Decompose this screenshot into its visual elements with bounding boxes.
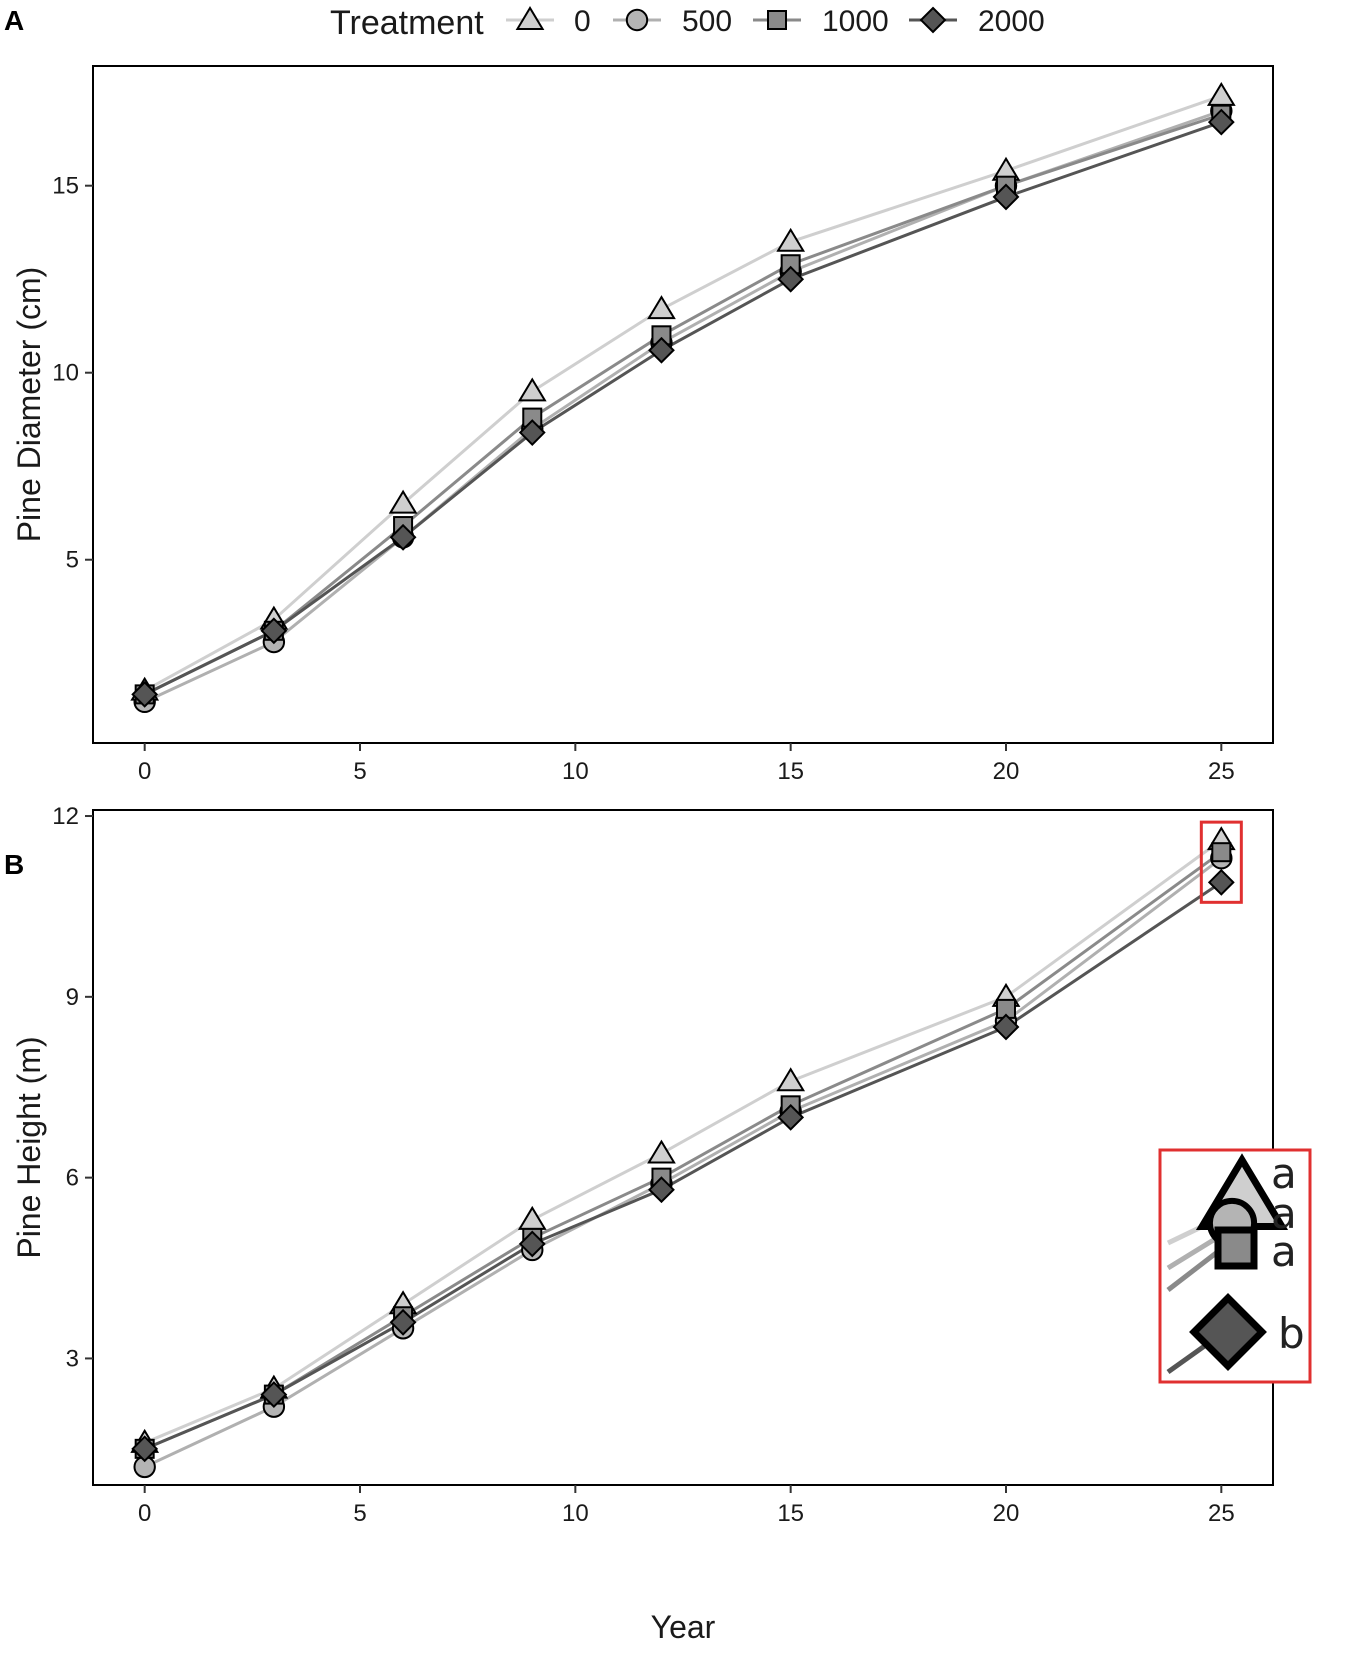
data-point-2000 bbox=[648, 336, 675, 364]
x-tick-label: 0 bbox=[138, 758, 151, 785]
y-tick-label: 5 bbox=[66, 547, 79, 574]
data-point-2000 bbox=[992, 183, 1020, 211]
series-lines bbox=[143, 94, 1222, 704]
data-point-0 bbox=[776, 227, 806, 252]
data-point-0 bbox=[1206, 81, 1236, 106]
series-line-2000 bbox=[144, 881, 1223, 1451]
panel-a: 0 5 10 15 20 25 5 10 15 Pine Diameter (cm) bbox=[11, 65, 1274, 785]
data-point-2000 bbox=[389, 523, 417, 551]
significance-letter-500: a bbox=[1271, 1189, 1297, 1238]
significance-letter-0: a bbox=[1271, 1149, 1297, 1198]
series-line-2000 bbox=[144, 120, 1222, 696]
y-tick-label: 12 bbox=[52, 803, 79, 830]
data-point-2000 bbox=[131, 1435, 159, 1463]
data-point-2000 bbox=[518, 1230, 546, 1258]
data-point-2000 bbox=[777, 265, 805, 293]
panel-letter-b: B bbox=[4, 849, 24, 880]
series-markers bbox=[130, 826, 1236, 1479]
data-point-2000 bbox=[389, 1308, 417, 1336]
series-lines bbox=[144, 838, 1223, 1469]
data-point-1000 bbox=[1211, 842, 1232, 863]
series-line-1000 bbox=[144, 850, 1223, 1451]
data-point-0 bbox=[647, 295, 676, 320]
data-point-2000 bbox=[518, 419, 546, 446]
data-point-2000 bbox=[992, 1013, 1020, 1041]
y-tick-label: 9 bbox=[66, 984, 79, 1011]
series-line-0 bbox=[143, 94, 1222, 692]
data-point-2000 bbox=[131, 680, 159, 708]
legend-marker-2000 bbox=[919, 6, 947, 34]
data-point-0 bbox=[647, 1139, 676, 1164]
y-axis-title-a: Pine Diameter (cm) bbox=[11, 267, 47, 543]
x-tick-label: 10 bbox=[562, 758, 589, 785]
y-tick-label: 3 bbox=[66, 1345, 79, 1372]
inset-marker-1000 bbox=[1214, 1226, 1258, 1270]
data-point-2000 bbox=[1207, 868, 1235, 896]
legend-marker-0 bbox=[515, 6, 545, 30]
x-tick-label: 20 bbox=[993, 758, 1020, 785]
series-line-1000 bbox=[144, 113, 1222, 696]
series-markers bbox=[130, 81, 1236, 714]
plot-frame-a bbox=[92, 65, 1274, 744]
data-point-0 bbox=[517, 1205, 547, 1230]
legend-label-500: 500 bbox=[682, 5, 732, 38]
x-tick-label: 15 bbox=[777, 1500, 804, 1527]
x-tick-label: 15 bbox=[777, 758, 804, 785]
legend-label-1000: 1000 bbox=[822, 5, 889, 38]
inset-line-500 bbox=[1166, 1233, 1222, 1271]
legend-marker-500 bbox=[625, 8, 649, 32]
x-tick-label: 20 bbox=[993, 1500, 1020, 1527]
legend-label-0: 0 bbox=[574, 5, 591, 38]
series-line-0 bbox=[144, 838, 1223, 1445]
data-point-2000 bbox=[1207, 108, 1235, 136]
inset-line-1000 bbox=[1166, 1248, 1222, 1292]
x-tick-label: 25 bbox=[1208, 1500, 1235, 1527]
x-tick-label: 5 bbox=[353, 1500, 366, 1527]
x-tick-label: 5 bbox=[353, 758, 366, 785]
data-point-2000 bbox=[260, 617, 288, 645]
x-tick-label: 10 bbox=[562, 1500, 589, 1527]
series-line-500 bbox=[144, 109, 1222, 704]
significance-letter-2000: b bbox=[1278, 1309, 1305, 1358]
y-tick-label: 15 bbox=[52, 173, 79, 200]
data-point-0 bbox=[776, 1067, 806, 1092]
y-tick-label: 10 bbox=[52, 360, 79, 387]
significance-letter-1000: a bbox=[1271, 1227, 1297, 1276]
legend-label-2000: 2000 bbox=[978, 5, 1045, 38]
data-point-0 bbox=[388, 489, 418, 514]
plot-frame-b bbox=[92, 809, 1274, 1486]
y-axis-title-b: Pine Height (m) bbox=[11, 1036, 47, 1258]
data-point-2000 bbox=[260, 1381, 288, 1409]
y-tick-label: 6 bbox=[66, 1165, 79, 1192]
x-tick-label: 25 bbox=[1208, 758, 1235, 785]
data-point-0 bbox=[517, 377, 547, 402]
x-axis-title-b: Year bbox=[651, 1609, 716, 1645]
inset-marker-2000 bbox=[1189, 1293, 1267, 1371]
legend: Treatment 0 500 1000 2000 bbox=[330, 4, 1045, 42]
legend-title: Treatment bbox=[330, 4, 484, 42]
legend-marker-1000 bbox=[767, 10, 787, 30]
x-tick-label: 0 bbox=[138, 1500, 151, 1527]
panel-letter-a: A bbox=[4, 5, 24, 36]
data-point-2000 bbox=[648, 1176, 675, 1204]
final-year-highlight-box bbox=[1199, 820, 1243, 904]
panel-b: 0 5 10 15 20 25 3 6 9 12 Pine Height (m) Year aaa… bbox=[11, 803, 1312, 1645]
data-point-2000 bbox=[777, 1103, 805, 1131]
